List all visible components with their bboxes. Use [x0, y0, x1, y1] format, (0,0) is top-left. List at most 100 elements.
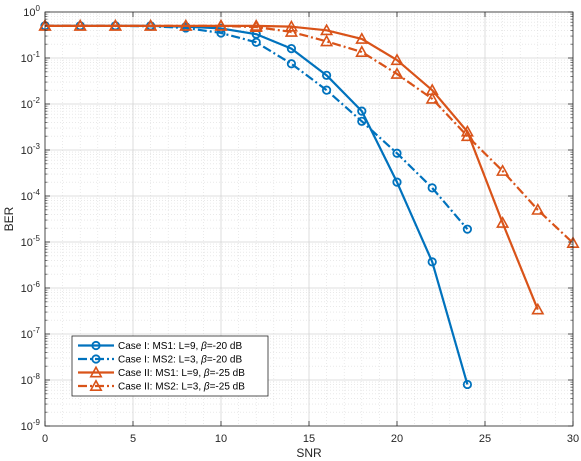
y-tick-exponent: -3 [33, 142, 41, 151]
y-tick-exponent: 0 [36, 4, 41, 13]
y-tick-label: 100 [23, 4, 40, 19]
legend-item: Case I: MS2: L=3, β=-20 dB [78, 354, 242, 366]
x-tick-label: 30 [567, 433, 579, 445]
x-tick-label: 20 [391, 433, 403, 445]
legend-label: Case I: MS1: L=9, β=-20 dB [118, 341, 242, 352]
legend-label: Case I: MS2: L=3, β=-20 dB [118, 355, 242, 366]
data-point-marker [249, 20, 263, 33]
y-tick-exponent: -6 [33, 280, 41, 289]
y-tick-base: 10 [21, 191, 33, 203]
x-axis-label: SNR [296, 446, 322, 460]
legend-label-part: Case I: MS1: L=9, [118, 341, 201, 352]
x-tick-label: 5 [130, 433, 136, 445]
y-tick-label: 10-3 [21, 142, 41, 157]
data-point-marker [73, 19, 87, 31]
y-tick-label: 10-5 [21, 234, 41, 249]
y-tick-label: 10-7 [21, 326, 41, 341]
y-tick-base: 10 [21, 375, 33, 387]
data-point-marker [214, 19, 228, 31]
data-point-marker [390, 53, 404, 66]
y-tick-exponent: -1 [33, 50, 41, 59]
legend-label-part: =-25 dB [210, 382, 246, 393]
y-tick-base: 10 [21, 53, 33, 65]
y-tick-exponent: -2 [33, 96, 41, 105]
y-tick-exponent: -8 [33, 372, 41, 381]
y-tick-base: 10 [21, 99, 33, 111]
y-tick-exponent: -5 [33, 234, 41, 243]
data-point-marker [425, 91, 439, 104]
data-point-marker [357, 116, 367, 126]
legend-item: Case II: MS1: L=9, β=-25 dB [78, 365, 245, 379]
axis-ticks [44, 11, 574, 427]
legend-label-part: β [200, 341, 207, 352]
legend-marker [91, 340, 101, 351]
data-point-marker [284, 25, 298, 37]
data-point-marker [496, 164, 510, 176]
y-tick-label: 10-8 [21, 372, 41, 387]
data-point-marker [286, 59, 296, 69]
y-tick-label: 10-4 [21, 188, 41, 203]
data-point-marker [286, 44, 296, 54]
legend-marker [89, 365, 103, 378]
legend-label: Case II: MS2: L=3, β=-25 dB [118, 382, 245, 393]
x-tick-labels: 0 5 10 15 20 25 30 [42, 433, 579, 445]
legend-label-part: Case I: MS2: L=3, [118, 355, 201, 366]
y-tick-exponent: -7 [33, 326, 41, 335]
legend-item: Case I: MS1: L=9, β=-20 dB [78, 340, 242, 352]
y-tick-base: 10 [21, 237, 33, 249]
legend-label-part: β [203, 368, 210, 379]
y-tick-label: 10-6 [21, 280, 41, 295]
data-point-marker [251, 37, 261, 47]
data-point-marker [390, 67, 404, 79]
y-tick-exponent: -9 [33, 418, 41, 427]
data-point-marker [462, 224, 472, 234]
legend-item: Case II: MS2: L=3, β=-25 dB [78, 379, 245, 393]
data-point-marker [392, 148, 402, 158]
legend-label-part: =-20 dB [207, 355, 243, 366]
data-point-marker [392, 177, 402, 187]
legend-label-part: =-25 dB [210, 368, 246, 379]
y-axis-label: BER [2, 206, 16, 231]
data-point-marker [496, 216, 510, 228]
y-tick-label: 10-9 [21, 418, 41, 433]
data-point-marker [460, 129, 474, 142]
data-point-marker [427, 257, 437, 267]
legend-label-part: β [203, 382, 210, 393]
legend-marker [89, 379, 103, 391]
legend-label-part: β [200, 355, 207, 366]
legend-label-part: Case II: MS2: L=3, [118, 382, 204, 393]
data-point-marker [320, 34, 334, 47]
data-point-marker [179, 19, 193, 31]
y-tick-base: 10 [21, 145, 33, 157]
legend-label: Case II: MS1: L=9, β=-25 dB [118, 368, 245, 379]
data-point-marker [531, 302, 545, 315]
y-tick-base: 10 [21, 329, 33, 341]
data-point-marker [355, 32, 369, 44]
data-point-marker [531, 203, 545, 215]
series-line [45, 24, 574, 244]
data-point-marker [321, 70, 332, 80]
legend-label-part: Case II: MS1: L=9, [118, 368, 204, 379]
x-tick-label: 10 [215, 433, 227, 445]
x-tick-label: 15 [303, 433, 315, 445]
y-tick-base: 10 [21, 421, 33, 433]
data-point-marker [321, 85, 332, 95]
x-tick-label: 25 [479, 433, 491, 445]
data-point-marker [355, 45, 369, 57]
legend-marker [91, 354, 101, 364]
data-point-marker [320, 23, 334, 36]
x-tick-label: 0 [42, 433, 48, 445]
data-point-marker [462, 379, 472, 390]
y-tick-base: 10 [23, 7, 35, 19]
series-layer [38, 19, 580, 390]
y-tick-base: 10 [21, 283, 33, 295]
y-tick-label: 10-1 [21, 50, 41, 65]
data-point-marker [357, 106, 367, 116]
data-point-marker [427, 183, 437, 193]
legend-label-part: =-20 dB [207, 341, 243, 352]
y-tick-exponent: -4 [33, 188, 41, 197]
data-point-marker [144, 19, 158, 31]
